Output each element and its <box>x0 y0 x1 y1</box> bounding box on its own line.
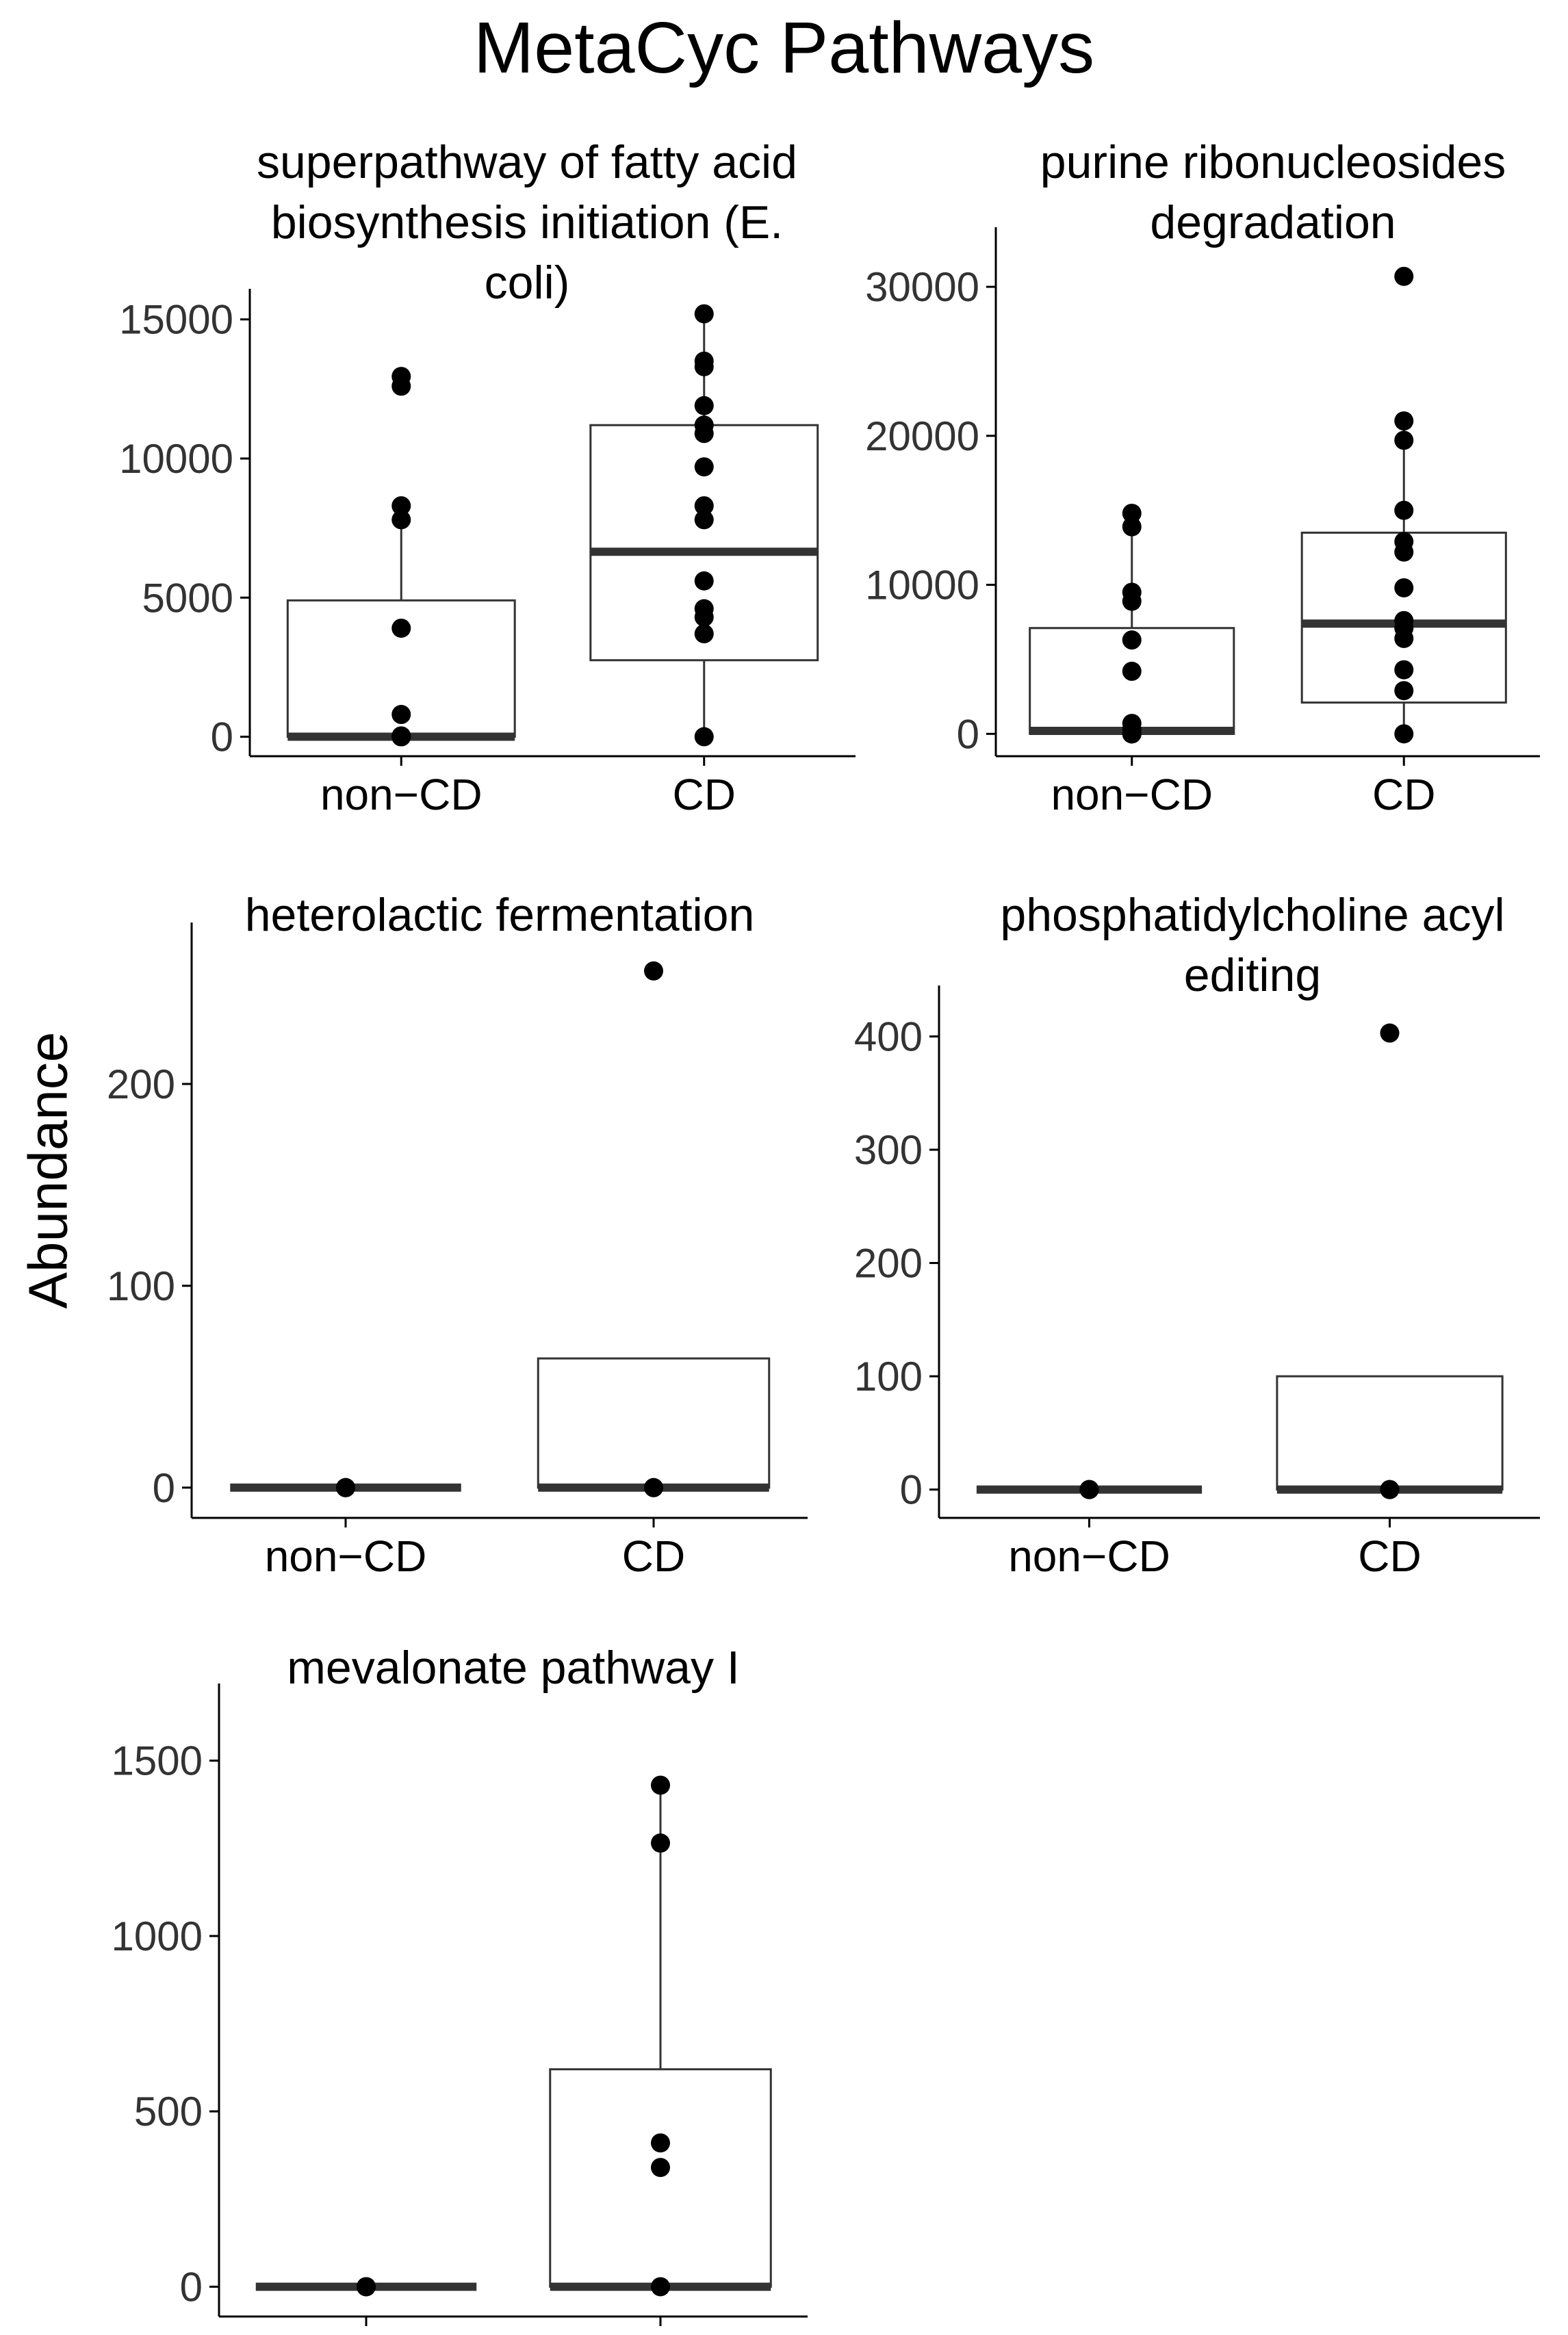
panel-2-point-g2-2 <box>1394 681 1414 701</box>
panel-1-x-tick-label-1: non−CD <box>320 770 483 819</box>
panel-2-point-g2-13 <box>1394 266 1414 286</box>
panel-2-point-g1-9 <box>1122 582 1142 602</box>
panel-3-x-tick-label-2: CD <box>622 1532 685 1581</box>
panel-1-y-tick-label-3: 10000 <box>119 436 233 482</box>
panel-1-title-line-3: coli) <box>485 257 570 309</box>
panel-1-title-line-2: biosynthesis initiation (E. <box>271 196 783 248</box>
panel-1-point-g2-7 <box>694 496 714 516</box>
panel-2-y-tick-label-1: 0 <box>957 711 979 757</box>
panel-3-point-g1-3 <box>336 1478 355 1497</box>
panel-2-x-tick-label-2: CD <box>1372 770 1435 819</box>
panel-3-y-tick-label-1: 0 <box>153 1465 175 1511</box>
panel-4-title-line-2: editing <box>1184 949 1321 1001</box>
panel-3-point-g2-2 <box>644 1478 663 1497</box>
panel-2-point-g1-6 <box>1122 661 1142 681</box>
panel-1-point-g2-13 <box>694 351 714 371</box>
panel-1-y-tick-label-2: 5000 <box>142 575 233 621</box>
panel-2-point-g1-5 <box>1122 714 1142 734</box>
panel-1-point-g2-14 <box>694 304 714 324</box>
panel-1-point-g2-10 <box>694 415 714 435</box>
panel-2-point-g1-7 <box>1122 630 1142 650</box>
panel-5-y-tick-label-2: 500 <box>134 2089 203 2134</box>
panel-1-point-g2-4 <box>694 599 714 619</box>
panel-3-y-tick-label-3: 200 <box>107 1061 175 1107</box>
panel-1-point-g2-11 <box>694 396 714 415</box>
panel-4-y-tick-label-2: 100 <box>854 1354 923 1399</box>
panel-1-point-g2-6 <box>694 510 714 530</box>
panel-2-point-g2-10 <box>1394 500 1414 520</box>
panel-4-y-tick-label-3: 200 <box>854 1241 923 1287</box>
panel-1-point-g1-7 <box>391 705 411 725</box>
panel-2-title-line-2: degradation <box>1150 196 1396 248</box>
panel-4-point-g2-3 <box>1380 1023 1400 1043</box>
panel-1-point-g1-10 <box>391 496 411 516</box>
panel-2-y-tick-label-3: 20000 <box>865 413 979 459</box>
panel-4-y-tick-label-4: 300 <box>854 1127 923 1173</box>
panel-1-x-tick-label-2: CD <box>673 770 736 819</box>
panel-3-y-tick-label-2: 100 <box>107 1263 175 1309</box>
panel-5-point-g2-2 <box>651 2158 670 2178</box>
panel-5-point-g1-3 <box>357 2277 376 2297</box>
panel-5-point-g2-3 <box>651 2133 670 2153</box>
panel-1-point-g2-8 <box>694 457 714 477</box>
panel-4-x-tick-label-1: non−CD <box>1008 1532 1170 1581</box>
panel-2-point-g2-7 <box>1394 578 1414 597</box>
panel-1-point-g2-5 <box>694 571 714 591</box>
panel-3-point-g2-3 <box>644 961 663 981</box>
figure-title: MetaCyc Pathways <box>473 8 1095 88</box>
panel-1-point-g1-6 <box>391 726 411 746</box>
panel-5-point-g2-1 <box>651 2277 670 2297</box>
panel-2-title-line-1: purine ribonucleosides <box>1040 136 1506 188</box>
panel-1-point-g2-2 <box>694 624 714 644</box>
panel-2-x-tick-label-1: non−CD <box>1051 770 1213 819</box>
panel-4-box-2 <box>1276 1375 1504 1491</box>
panel-1-point-g1-8 <box>391 618 411 638</box>
panel-2-y-tick-label-4: 30000 <box>865 264 979 310</box>
panel-1-point-g1-9 <box>391 510 411 530</box>
panel-5-title-line-1: mevalonate pathway I <box>287 1642 740 1694</box>
panel-2-point-g2-3 <box>1394 660 1414 680</box>
panel-5-x-tick-label-1: non−CD <box>285 2330 448 2335</box>
panel-5-point-g2-5 <box>651 1775 670 1795</box>
panel-2-point-g2-1 <box>1394 724 1414 744</box>
panel-4-point-g1-3 <box>1079 1480 1099 1499</box>
panel-2-point-g2-12 <box>1394 411 1414 431</box>
panel-2-point-g1-10 <box>1122 517 1142 537</box>
panel-2-point-g2-9 <box>1394 532 1414 552</box>
panel-2-point-g2-6 <box>1394 610 1414 630</box>
panel-1-y-tick-label-4: 15000 <box>119 297 233 343</box>
panel-5-y-tick-label-1: 0 <box>180 2264 203 2310</box>
panel-5-y-tick-label-4: 1500 <box>112 1738 203 1784</box>
panel-3-x-tick-label-1: non−CD <box>265 1532 427 1581</box>
panel-3-box-2 <box>537 1357 771 1489</box>
panel-1-title-line-1: superpathway of fatty acid <box>257 136 797 188</box>
panel-2-point-g1-11 <box>1122 504 1142 524</box>
panel-5-y-tick-label-3: 1000 <box>112 1913 203 1959</box>
panel-2-point-g2-11 <box>1394 430 1414 450</box>
panel-4-x-tick-label-2: CD <box>1358 1532 1421 1581</box>
panel-4-title-line-1: phosphatidylcholine acyl <box>1000 889 1504 941</box>
panel-4-point-g2-2 <box>1380 1480 1400 1499</box>
panel-5-x-tick-label-2: CD <box>629 2330 692 2335</box>
panel-1-point-g1-12 <box>391 367 411 387</box>
panel-2-y-tick-label-2: 10000 <box>865 563 979 608</box>
panel-5-box-2 <box>549 2068 772 2288</box>
panel-1-point-g2-1 <box>694 727 714 747</box>
panel-5-point-g2-4 <box>651 1833 670 1853</box>
panel-4-y-tick-label-5: 400 <box>854 1014 923 1059</box>
panel-1-y-tick-label-1: 0 <box>211 714 233 760</box>
panel-4-y-tick-label-1: 0 <box>900 1467 923 1513</box>
panel-3-title-line-1: heterolactic fermentation <box>245 889 755 941</box>
